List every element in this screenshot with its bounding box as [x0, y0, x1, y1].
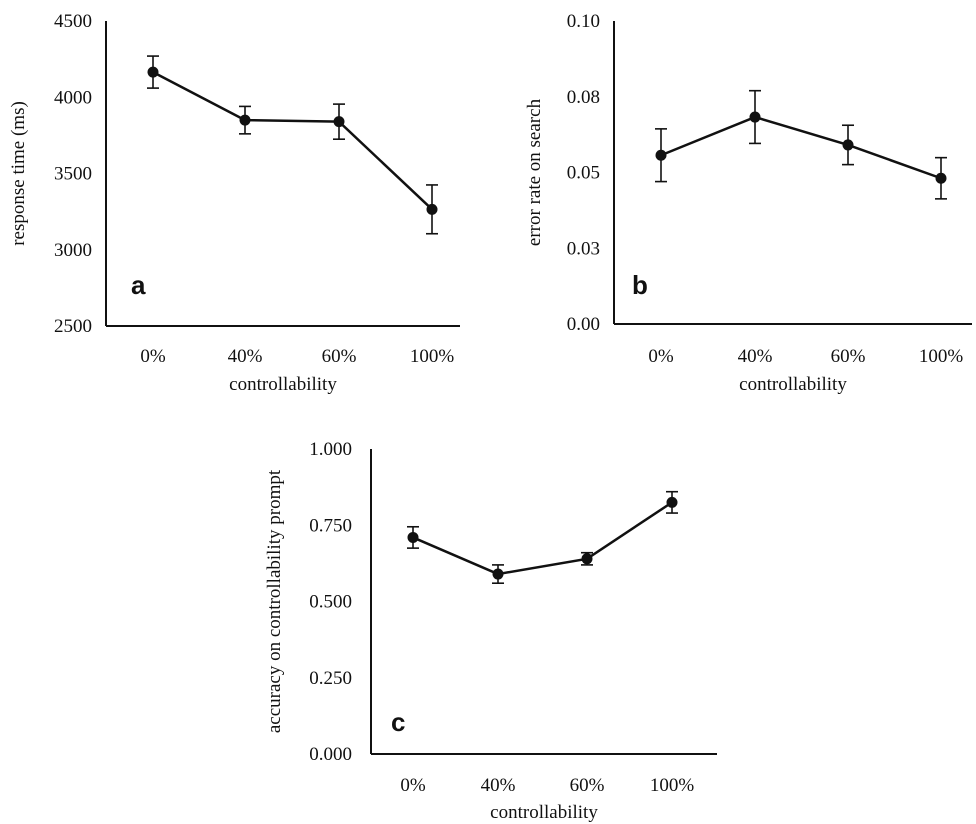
data-point: [749, 111, 761, 123]
series-line: [152, 70, 433, 211]
y-axis-label: response time (ms): [8, 101, 29, 246]
chart-panel-c: 0.000 0.250 0.500 0.750 1.000 0% 40% 60% 100% con…: [264, 439, 717, 823]
data-point: [407, 531, 419, 543]
y-axis-label: error rate on search: [524, 98, 545, 246]
y-tick-label: 0.08: [567, 87, 600, 108]
y-tick-label: 0.05: [567, 163, 600, 184]
chart-panel-b: 0.00 0.03 0.05 0.08 0.10 0% 40% 60% 100% controll…: [524, 11, 972, 395]
chart-panel-a: 2500 3000 3500 4000 4500 0% 40% 60% 100% controll…: [8, 11, 460, 395]
y-tick-label: 0.10: [567, 11, 600, 32]
x-tick-label: 0%: [648, 346, 674, 367]
y-tick-label: 2500: [54, 316, 92, 337]
x-tick-label: 40%: [738, 346, 773, 367]
x-tick-label: 100%: [650, 775, 695, 796]
data-point: [581, 553, 593, 565]
x-axis-label: controllability: [739, 374, 847, 395]
data-point: [935, 172, 947, 184]
data-point: [426, 203, 438, 215]
y-tick-label: 0.250: [309, 668, 352, 689]
data-point: [655, 149, 667, 161]
data-point: [239, 114, 251, 126]
x-tick-label: 60%: [831, 346, 866, 367]
y-axis-label: accuracy on controllability prompt: [264, 469, 285, 733]
x-tick-label: 0%: [140, 346, 166, 367]
x-tick-label: 100%: [410, 346, 455, 367]
x-tick-label: 40%: [228, 346, 263, 367]
x-axis-label: controllability: [229, 374, 337, 395]
y-tick-label: 1.000: [309, 439, 352, 460]
data-point: [333, 116, 345, 128]
y-tick-label: 0.750: [309, 515, 352, 536]
x-tick-label: 100%: [919, 346, 964, 367]
x-tick-label: 40%: [481, 775, 516, 796]
panel-label: c: [391, 707, 405, 737]
series-line: [412, 501, 673, 576]
y-tick-label: 4000: [54, 87, 92, 108]
series-line: [660, 115, 942, 180]
data-point: [492, 568, 504, 580]
x-tick-label: 60%: [322, 346, 357, 367]
y-tick-label: 4500: [54, 11, 92, 32]
data-point: [147, 66, 159, 78]
y-tick-label: 0.000: [309, 744, 352, 765]
y-tick-label: 0.03: [567, 238, 600, 259]
y-tick-label: 3500: [54, 164, 92, 185]
y-tick-label: 0.500: [309, 592, 352, 613]
panel-label: b: [632, 270, 648, 300]
y-tick-label: 0.00: [567, 314, 600, 335]
x-tick-label: 0%: [400, 775, 426, 796]
y-tick-label: 3000: [54, 240, 92, 261]
panel-label: a: [131, 270, 146, 300]
x-tick-label: 60%: [570, 775, 605, 796]
data-point: [666, 496, 678, 508]
x-axis-label: controllability: [490, 802, 598, 823]
data-point: [842, 139, 854, 151]
